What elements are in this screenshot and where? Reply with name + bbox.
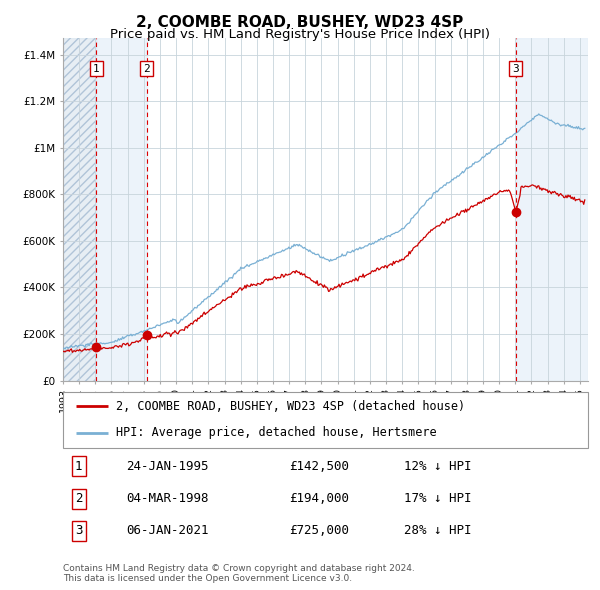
Text: 28% ↓ HPI: 28% ↓ HPI [404,524,472,537]
Text: Contains HM Land Registry data © Crown copyright and database right 2024.
This d: Contains HM Land Registry data © Crown c… [63,563,415,583]
Text: £142,500: £142,500 [289,460,349,473]
Text: 1: 1 [93,64,100,74]
Text: 06-JAN-2021: 06-JAN-2021 [126,524,209,537]
Text: 2: 2 [75,492,83,505]
Text: £194,000: £194,000 [289,492,349,505]
Text: Price paid vs. HM Land Registry's House Price Index (HPI): Price paid vs. HM Land Registry's House … [110,28,490,41]
Text: 2, COOMBE ROAD, BUSHEY, WD23 4SP (detached house): 2, COOMBE ROAD, BUSHEY, WD23 4SP (detach… [115,400,464,413]
Text: 3: 3 [512,64,519,74]
Text: HPI: Average price, detached house, Hertsmere: HPI: Average price, detached house, Hert… [115,426,436,439]
Bar [63,38,97,381]
Text: £725,000: £725,000 [289,524,349,537]
Bar [515,38,588,381]
Text: 24-JAN-1995: 24-JAN-1995 [126,460,209,473]
Text: 12% ↓ HPI: 12% ↓ HPI [404,460,472,473]
Bar [97,38,146,381]
Text: 04-MAR-1998: 04-MAR-1998 [126,492,209,505]
Text: 3: 3 [75,524,83,537]
Text: 17% ↓ HPI: 17% ↓ HPI [404,492,472,505]
FancyBboxPatch shape [63,392,588,448]
Text: 2, COOMBE ROAD, BUSHEY, WD23 4SP: 2, COOMBE ROAD, BUSHEY, WD23 4SP [136,15,464,30]
Text: 1: 1 [75,460,83,473]
Bar [63,38,97,381]
Text: 2: 2 [143,64,150,74]
